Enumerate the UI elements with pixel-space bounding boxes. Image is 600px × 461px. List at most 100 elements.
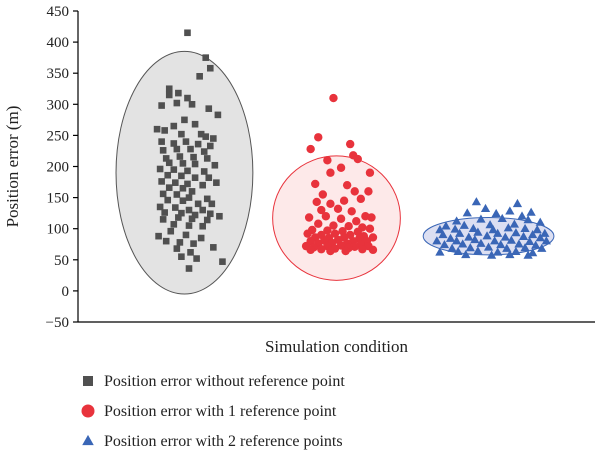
series-3-point (528, 230, 538, 239)
series-1-point (205, 174, 213, 181)
series-1-point (164, 171, 172, 179)
series-3-point (464, 232, 474, 241)
series-2-point (326, 199, 335, 209)
series-1-point (179, 160, 187, 167)
series-1-point (176, 153, 184, 160)
series-1-point (181, 116, 188, 124)
series-3-point (480, 203, 491, 213)
series-2-point (350, 187, 359, 196)
series-2-point (365, 168, 375, 177)
series-3-point (517, 211, 527, 220)
series-1-point (182, 138, 190, 145)
series-2-point (303, 229, 312, 238)
y-tick-label: 250 (47, 128, 70, 144)
series-3-point (459, 220, 469, 229)
series-1-point (190, 153, 197, 161)
series-3-point (541, 236, 551, 245)
series-1-point (197, 130, 205, 138)
series-1-point (172, 204, 179, 211)
series-1-point (214, 111, 222, 119)
series-1-point (155, 232, 162, 240)
series-1-point (208, 200, 216, 208)
series-2-point (365, 224, 375, 233)
series-1-point (176, 239, 184, 246)
series-1-point (188, 101, 196, 108)
series-1-point (199, 206, 206, 214)
y-tick-label: 400 (47, 35, 70, 51)
series-3-point (470, 235, 480, 244)
series-3-point (435, 247, 445, 256)
series-3-point (486, 250, 497, 259)
series-1-point (194, 140, 202, 148)
series-1-point (162, 155, 170, 162)
series-3-point (453, 246, 463, 255)
series-3-point (502, 243, 512, 252)
series-1-point (203, 155, 211, 162)
series-1-point (194, 200, 202, 208)
series-3-point (526, 207, 536, 216)
series-1-point (197, 234, 205, 242)
series-2-point (326, 246, 335, 256)
series-3-point (535, 217, 545, 226)
legend-label-3: Position error with 2 reference points (104, 433, 343, 450)
series-1-point (161, 209, 168, 216)
series-3-point (520, 223, 530, 232)
series-2-point (306, 245, 315, 255)
series-2-point (344, 222, 353, 231)
series-3-point (439, 239, 450, 249)
series-1-point (200, 168, 208, 175)
series-1-point (196, 73, 203, 80)
series-3-point (537, 243, 547, 252)
series-1-point (202, 54, 210, 61)
series-3-point (452, 236, 462, 245)
series-1-point (165, 159, 173, 167)
series-2-point (323, 156, 332, 165)
series-3-point (462, 208, 472, 217)
series-2-point (317, 205, 326, 215)
series-1-point (158, 102, 165, 109)
series-2-point (341, 246, 350, 256)
series-2-point (339, 196, 349, 205)
series-2-point (347, 207, 356, 216)
series-1-point (185, 206, 193, 214)
series-1-point (184, 180, 191, 188)
series-1-point (185, 222, 193, 229)
series-2-point (336, 163, 346, 172)
series-3-point (524, 236, 535, 246)
series-3-point (476, 238, 486, 247)
series-1-point (199, 181, 206, 189)
series-1-point (170, 122, 178, 130)
series-2-point (353, 154, 362, 164)
y-axis-ticks: −50 0 50 100 150 200 250 300 350 400 450 (46, 4, 78, 331)
series-1-point (191, 174, 199, 181)
series-1-point (156, 165, 164, 173)
series-3-point (468, 223, 478, 232)
legend-marker-2 (81, 404, 95, 418)
series-2-point (317, 245, 326, 254)
series-3-point (493, 247, 503, 256)
series-1-point (173, 191, 181, 198)
series-3-point (432, 236, 442, 245)
y-tick-label: 100 (47, 222, 70, 238)
series-3-point (450, 224, 460, 233)
series-1-point (219, 258, 226, 265)
series-1-point (206, 142, 214, 150)
series-3-point (503, 223, 513, 232)
series-2-point (321, 212, 331, 221)
series-1-point (184, 167, 191, 175)
series-3-point (458, 239, 468, 248)
series-3-point (461, 249, 471, 259)
series-1-point (165, 184, 173, 191)
series-2-point (345, 139, 355, 149)
y-tick-label: 300 (47, 97, 70, 113)
series-3-point (506, 235, 516, 244)
series-2-point (329, 221, 338, 230)
series-2-point (306, 144, 315, 154)
series-2-point (314, 219, 323, 228)
series-1-point (167, 227, 175, 235)
series-3-point (493, 228, 503, 237)
series-1-point (178, 209, 185, 217)
series-3-point (473, 227, 483, 236)
series-2-point (323, 226, 332, 235)
series-3-point (471, 197, 482, 206)
